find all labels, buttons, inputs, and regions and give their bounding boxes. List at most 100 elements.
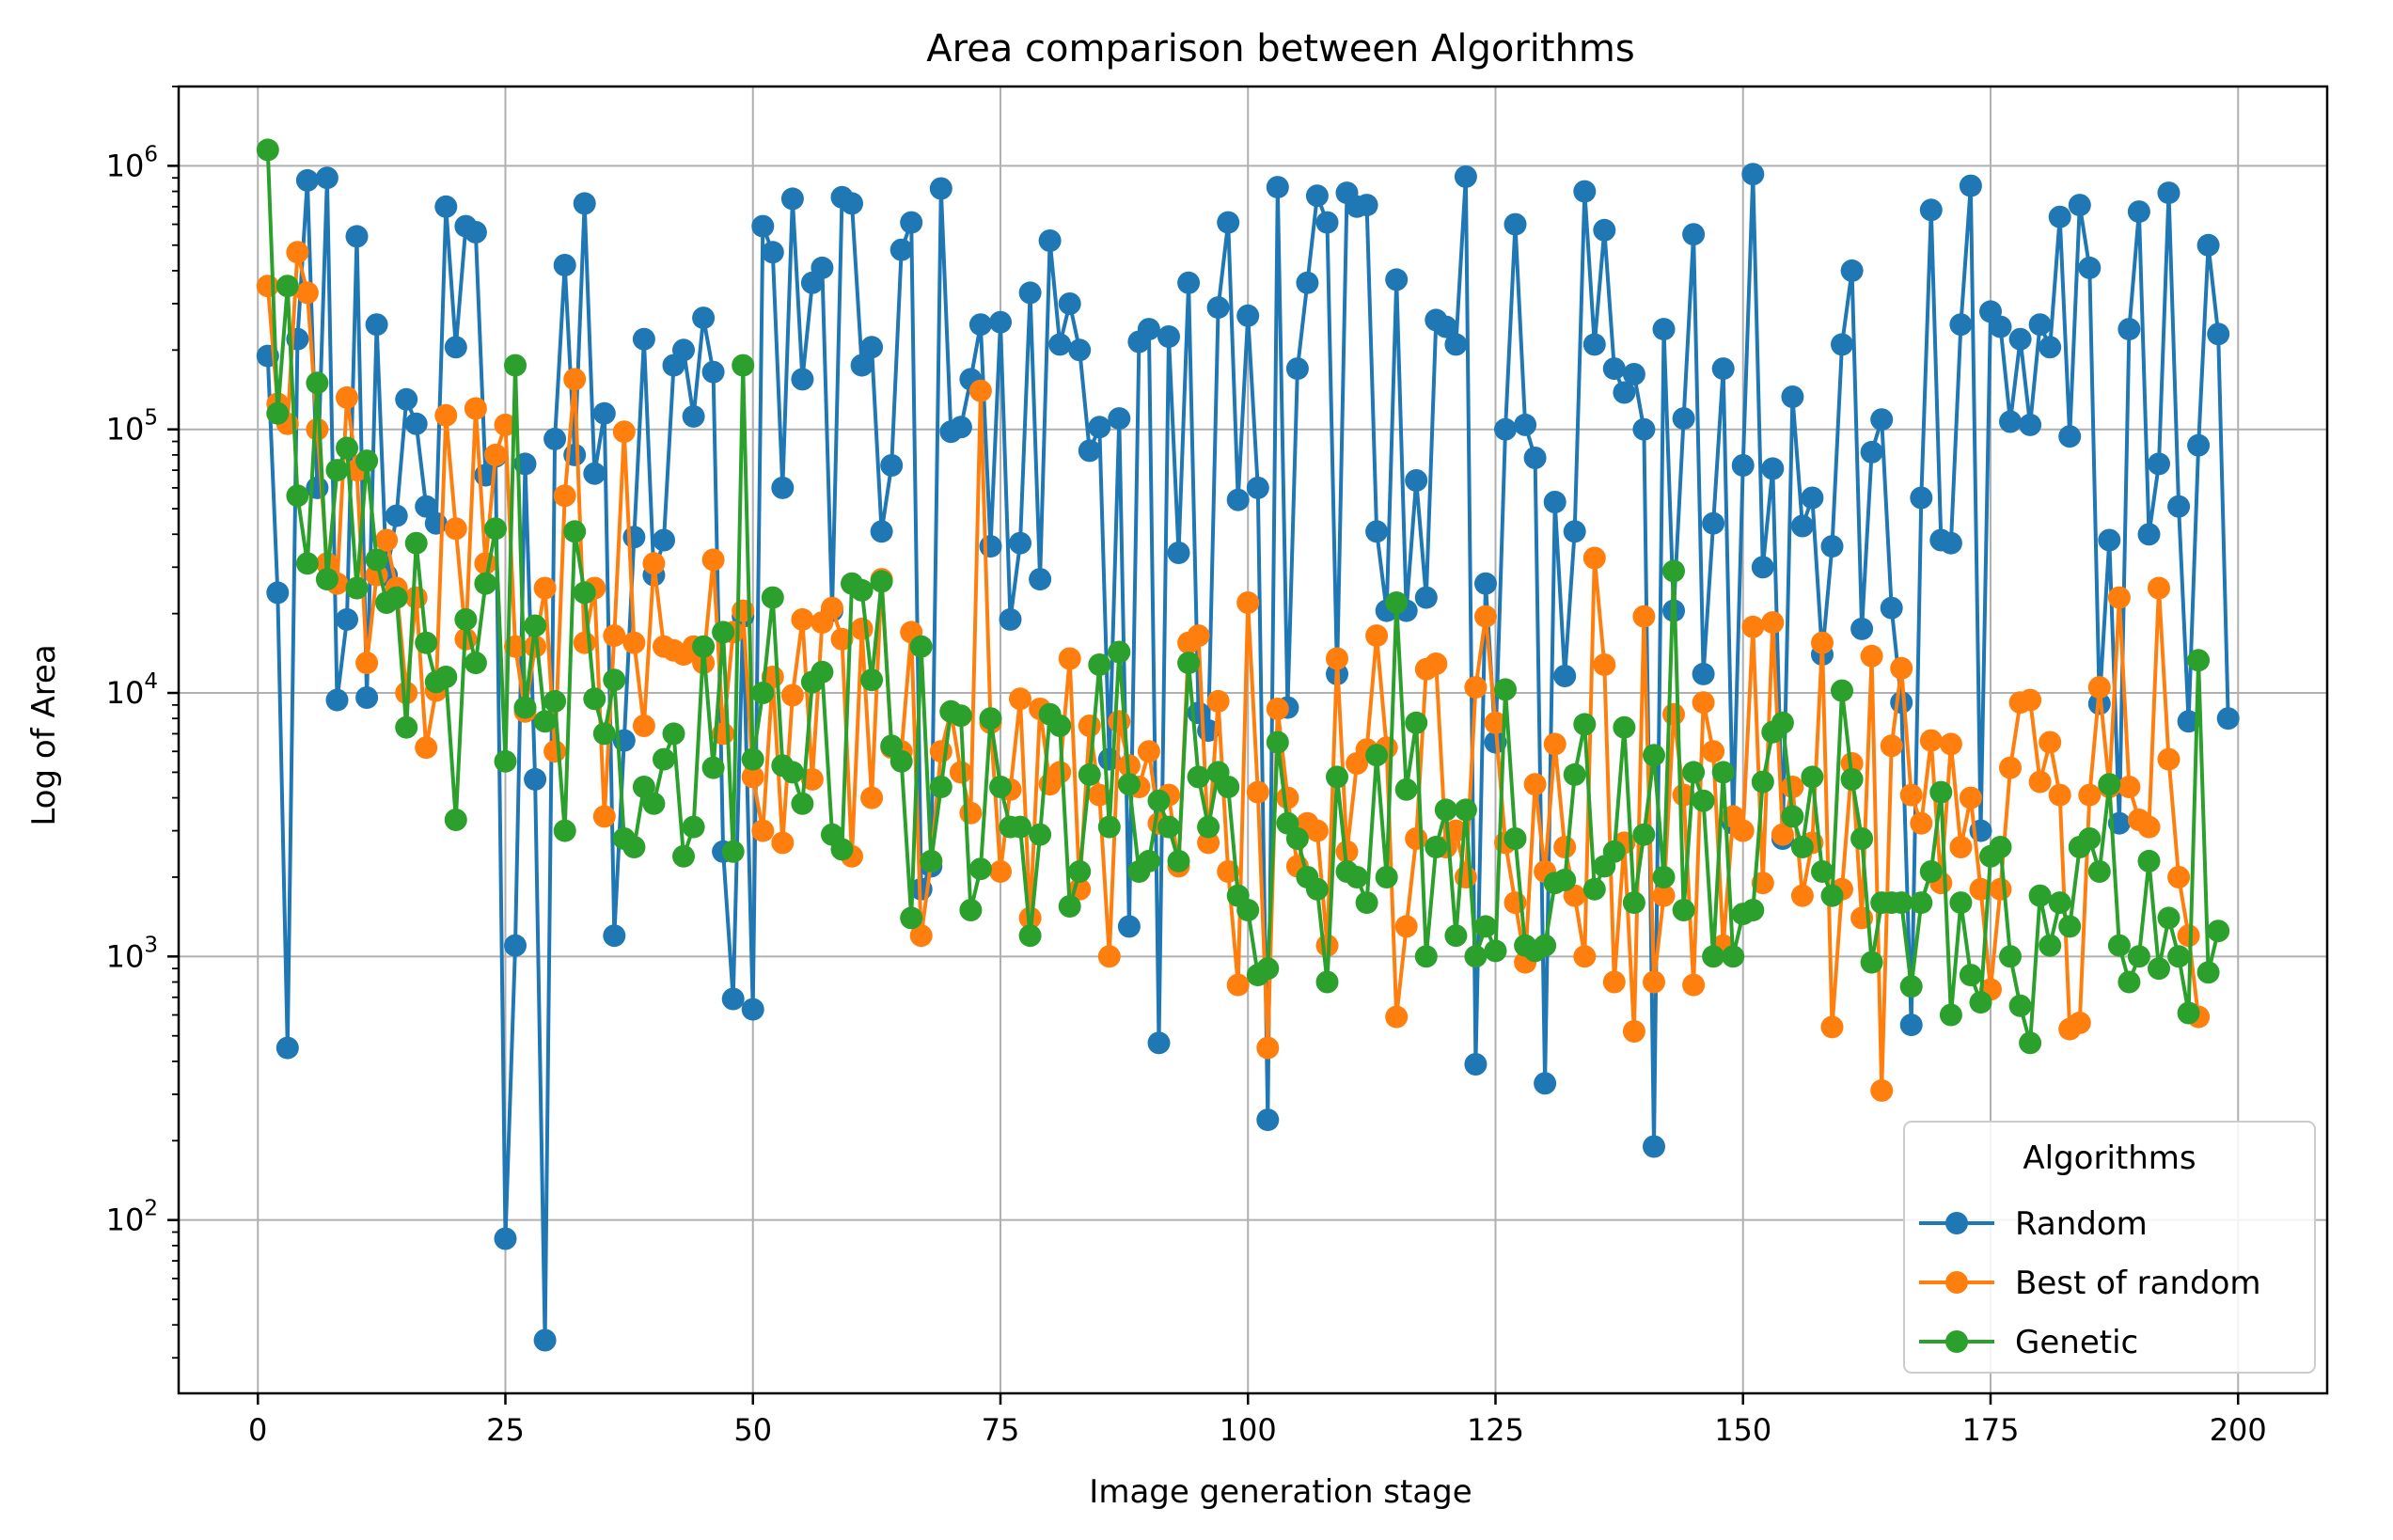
data-point [1137,849,1160,872]
data-point [385,504,408,527]
data-point [1414,945,1438,968]
data-point [949,416,972,439]
data-point [2008,994,2032,1017]
data-point [1315,970,1339,994]
data-point [968,379,992,402]
data-point [850,354,874,377]
data-point [415,495,438,518]
data-point [1999,756,2022,779]
data-point [355,652,379,675]
data-point [1890,691,1913,715]
data-point [1018,281,1042,305]
data-point [1088,783,1111,807]
data-point [444,517,467,541]
data-point [434,195,458,218]
data-point [1355,891,1378,915]
data-point [2187,433,2211,457]
data-point [721,840,745,863]
data-point [1108,710,1131,733]
data-point [1534,1072,1557,1095]
data-point [2117,318,2141,341]
data-point [1058,895,1081,918]
data-point [1048,333,1072,356]
data-point [1602,970,1626,994]
data-point [1949,836,1973,858]
data-point [1999,410,2022,433]
data-point [1959,786,1982,809]
data-point [1474,915,1497,938]
data-point [533,1328,557,1352]
data-point [355,449,379,473]
data-point [1405,469,1428,492]
data-point [603,924,626,948]
data-point [2117,970,2141,994]
data-point [860,668,884,692]
data-point [900,211,923,234]
data-point [2137,849,2161,872]
data-point [1088,653,1111,676]
data-point [1999,945,2022,968]
data-point [761,586,784,609]
data-point [1643,1135,1665,1158]
data-point [1582,877,1606,901]
data-point [1811,860,1834,883]
data-point [1711,357,1735,381]
data-point [929,740,952,763]
data-point [1831,333,1853,356]
data-point [1187,624,1210,648]
data-point [1048,761,1072,784]
legend-item: Best of random [1919,1265,2261,1302]
data-point [811,660,834,684]
data-point [860,786,884,809]
data-point [1939,732,1962,756]
data-point [1197,815,1220,839]
data-point [1454,866,1477,888]
data-point [1236,304,1260,327]
data-point [2187,649,2211,672]
data-point [1167,542,1190,564]
data-point [653,528,675,552]
data-point [1009,815,1031,839]
data-point [732,354,755,377]
data-point [2087,860,2111,883]
data-point [2078,827,2102,850]
data-point [1018,924,1042,948]
data-point [1563,520,1586,543]
x-tick-label: 100 [1220,1412,1277,1448]
data-point [1078,439,1101,463]
data-point [1385,1005,1409,1029]
data-point [592,805,616,828]
data-point [2048,891,2071,915]
data-point [949,704,972,728]
data-point [2177,710,2200,733]
data-point [325,688,349,712]
data-point [1652,884,1676,907]
data-point [1573,945,1597,968]
data-point [1137,740,1160,763]
data-point [533,710,557,733]
legend-item: Random [1919,1205,2148,1243]
data-point [2148,452,2170,476]
data-point [1741,615,1765,638]
y-tick-base: 10 [106,148,145,183]
data-point [632,327,655,351]
y-tick-label: 103 [106,933,158,974]
data-point [791,368,814,391]
data-point [474,572,497,595]
y-tick-exponent: 2 [144,1197,158,1221]
data-point [850,617,874,640]
data-point [1910,891,1933,915]
data-point [1147,789,1171,812]
data-point [1899,1014,1923,1037]
data-point [1226,488,1250,511]
data-point [404,412,428,435]
data-point [1553,665,1577,687]
data-point [295,552,319,575]
data-point [266,581,290,605]
data-point [1365,520,1389,543]
data-point [1365,744,1389,767]
data-point [553,484,576,508]
data-point [434,403,458,427]
data-point [929,177,952,200]
data-point [1969,991,1992,1014]
